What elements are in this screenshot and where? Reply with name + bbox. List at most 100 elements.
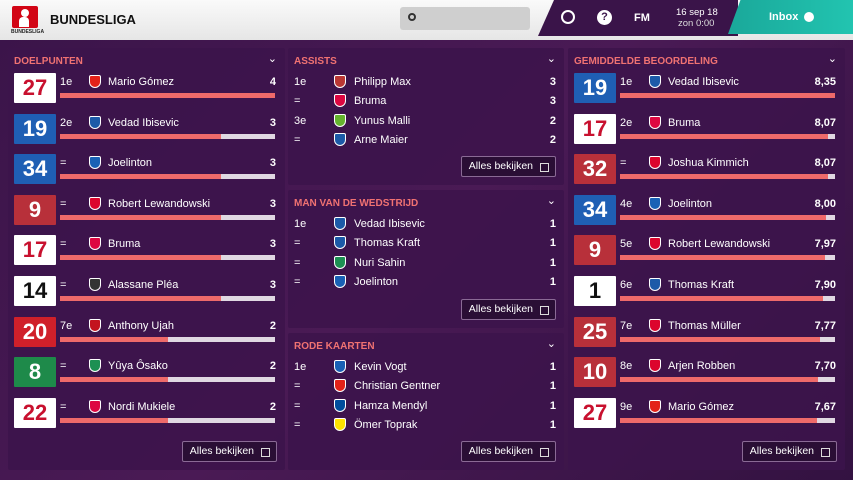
rank: 4e — [620, 197, 633, 210]
player-name: Vedad Ibisevic — [108, 116, 179, 129]
stat-value: 7,90 — [814, 279, 836, 291]
stat-value: 1 — [549, 380, 556, 393]
shirt-number: 22 — [14, 397, 56, 428]
top-bar: BUNDESLIGA BUNDESLIGA ? FM 16 sep 18 zon… — [0, 0, 853, 40]
club-crest — [89, 196, 101, 210]
bar — [60, 214, 222, 220]
shirt-number: 17 — [14, 235, 56, 266]
stat-value: 3 — [269, 279, 276, 291]
player-name: Christian Gentner — [354, 380, 441, 393]
stat-value: 1 — [549, 399, 556, 412]
bar — [60, 133, 222, 139]
player-name: Bruma — [668, 116, 701, 129]
club-crest — [649, 115, 661, 129]
club-crest — [649, 75, 661, 88]
shirt-number: 19 — [574, 73, 616, 103]
bar — [620, 336, 821, 342]
panel: MAN VAN DE WEDSTRIJD ⌄ Alles bekijken 1e Ved… — [288, 190, 564, 328]
stat-value: 2 — [269, 319, 276, 332]
view-all-button[interactable]: Alles bekijken — [460, 441, 556, 462]
shirt-number: 20 — [14, 316, 56, 347]
player-name: Vedad Ibisevic — [354, 218, 425, 230]
player-name: Ömer Toprak — [354, 418, 418, 431]
search-box[interactable] — [400, 7, 530, 30]
rank: = — [294, 399, 301, 412]
bar — [620, 133, 828, 139]
panel: ASSISTS ⌄ Alles bekijken 1e Philipp Max 3 = Bru… — [288, 48, 564, 185]
collapse-icon[interactable]: ⌄ — [546, 195, 556, 207]
player-name: Bruma — [108, 238, 141, 251]
bar — [60, 93, 275, 98]
rank: 1e — [620, 76, 633, 88]
bar — [60, 377, 168, 383]
club-crest — [89, 75, 101, 88]
shirt-number: 9 — [14, 194, 56, 225]
rank: 1e — [294, 218, 307, 230]
club-crest — [649, 156, 661, 170]
club-crest — [649, 318, 661, 332]
player-name: Thomas Müller — [668, 319, 741, 332]
rank: 7e — [620, 319, 633, 332]
panel: GEMIDDELDE BEOORDELING ⌄ Alles bekijken 19 1… — [568, 48, 845, 470]
club-crest — [89, 115, 101, 129]
player-name: Bruma — [354, 95, 387, 108]
club-crest — [89, 318, 101, 332]
club-crest — [334, 417, 346, 431]
rank: 9e — [620, 400, 633, 413]
player-name: Arjen Robben — [668, 360, 736, 373]
club-crest — [334, 255, 346, 269]
rank: = — [294, 275, 301, 288]
player-name: Nuri Sahin — [354, 256, 406, 269]
player-name: Mario Gómez — [108, 76, 175, 88]
rank: 6e — [620, 279, 633, 291]
shirt-number: 34 — [574, 194, 616, 225]
player-name: Mario Gómez — [668, 400, 735, 413]
club-crest — [334, 360, 346, 373]
shirt-number: 34 — [14, 154, 56, 185]
inbox-button[interactable]: Inbox — [728, 0, 853, 34]
panel-title: RODE KAARTEN — [294, 341, 375, 352]
club-crest — [334, 75, 346, 88]
view-all-button[interactable]: Alles bekijken — [741, 441, 837, 462]
stat-value: 7,77 — [814, 319, 836, 332]
shirt-number: 17 — [574, 113, 616, 144]
stat-value: 7,70 — [814, 360, 836, 373]
bar — [60, 255, 222, 261]
view-all-button[interactable]: Alles bekijken — [460, 299, 556, 320]
rank: 3e — [294, 114, 307, 127]
player-name: Yûya Ôsako — [108, 360, 168, 373]
player-name: Thomas Kraft — [354, 237, 421, 250]
club-crest — [334, 132, 346, 146]
shirt-number: 8 — [14, 357, 56, 388]
rank: = — [294, 418, 301, 431]
collapse-icon[interactable]: ⌄ — [546, 338, 556, 350]
stat-value: 3 — [269, 197, 276, 210]
club-crest — [649, 278, 661, 291]
club-crest — [649, 196, 661, 210]
rank: 5e — [620, 238, 633, 251]
shirt-number: 19 — [14, 113, 56, 144]
collapse-icon[interactable]: ⌄ — [267, 53, 277, 65]
rank: 8e — [620, 360, 633, 373]
stat-value: 3 — [269, 116, 276, 129]
rank: 1e — [294, 361, 307, 373]
stat-value: 1 — [549, 256, 556, 269]
bar-track — [60, 417, 275, 423]
view-all-button[interactable]: Alles bekijken — [181, 441, 277, 462]
player-name: Joelinton — [108, 157, 153, 170]
stat-value: 1 — [549, 237, 556, 250]
player-name: Nordi Mukiele — [108, 400, 176, 413]
help-button[interactable]: ? — [597, 10, 612, 25]
club-crest — [334, 379, 346, 393]
app-title: BUNDESLIGA — [50, 12, 136, 27]
fm-button[interactable]: FM — [634, 12, 650, 24]
club-icon[interactable] — [561, 10, 575, 24]
bar — [60, 296, 222, 301]
stat-value: 3 — [549, 76, 556, 88]
rank: = — [60, 360, 67, 373]
view-all-button[interactable]: Alles bekijken — [460, 156, 556, 177]
collapse-icon[interactable]: ⌄ — [827, 53, 837, 65]
club-crest — [89, 278, 101, 291]
player-name: Yunus Malli — [354, 114, 411, 127]
collapse-icon[interactable]: ⌄ — [546, 53, 556, 65]
